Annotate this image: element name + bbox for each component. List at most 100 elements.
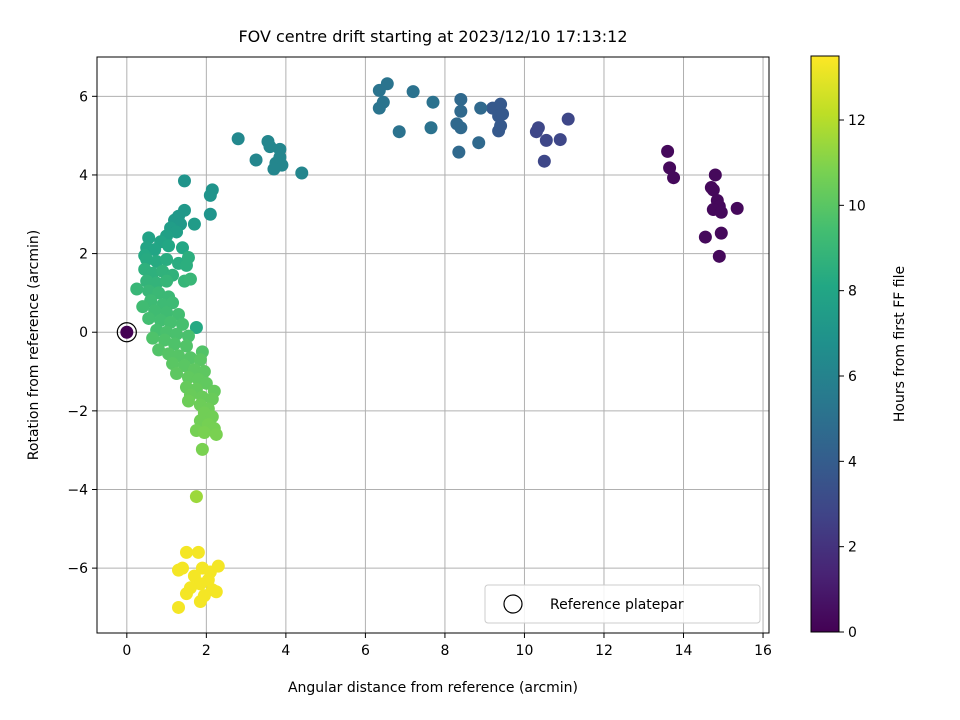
data-point <box>209 427 223 441</box>
x-tick-label: 8 <box>440 643 449 659</box>
data-point <box>454 104 468 118</box>
legend-box <box>484 584 761 624</box>
y-tick-label: 0 <box>79 325 88 341</box>
x-tick-label: 6 <box>361 643 370 659</box>
data-point <box>424 121 438 135</box>
data-point <box>730 201 744 215</box>
data-point <box>146 331 160 345</box>
data-point <box>172 308 186 322</box>
data-point <box>406 85 420 99</box>
colorbar-label: Hours from first FF file <box>892 266 908 422</box>
data-point <box>494 119 508 133</box>
data-point <box>175 317 189 331</box>
data-point <box>181 251 195 265</box>
data-point <box>142 231 156 245</box>
reference-point <box>120 325 134 339</box>
data-point <box>148 243 162 257</box>
data-point <box>175 241 189 255</box>
data-point <box>209 585 223 599</box>
data-point <box>166 357 180 371</box>
data-point <box>160 274 174 288</box>
data-point <box>160 252 174 266</box>
data-point <box>136 300 150 314</box>
y-axis-label: Rotation from reference (arcmin) <box>26 230 42 460</box>
legend-entry-reference-platepar: Reference platepar <box>550 597 684 613</box>
data-point <box>295 166 309 180</box>
x-tick-label: 2 <box>202 643 211 659</box>
data-point <box>177 174 191 188</box>
data-point <box>156 264 170 278</box>
data-point <box>164 315 178 329</box>
data-point <box>261 135 275 149</box>
data-point <box>193 577 207 591</box>
data-point <box>199 376 213 390</box>
data-point <box>154 313 168 327</box>
colorbar: 0 2 4 6 8 10 12 Hours from first FF file <box>810 55 908 641</box>
data-point <box>187 217 201 231</box>
data-point <box>539 133 553 147</box>
data-point <box>712 249 726 263</box>
data-point <box>179 339 193 353</box>
data-point <box>231 132 245 146</box>
data-point <box>189 321 203 335</box>
data-point <box>454 92 468 106</box>
data-point <box>249 153 263 167</box>
data-point <box>142 311 156 325</box>
data-point <box>181 394 195 408</box>
data-point <box>179 545 193 559</box>
data-point <box>663 161 677 175</box>
legend-marker-icon <box>503 594 523 614</box>
y-tick-label: −6 <box>67 561 88 577</box>
data-point <box>372 101 386 115</box>
colorbar-tick-label: 4 <box>848 454 857 470</box>
x-axis-ticks: 0 2 4 6 8 10 12 14 16 <box>122 633 772 659</box>
data-point <box>158 333 172 347</box>
data-point <box>181 370 195 384</box>
colorbar-ticks: 0 2 4 6 8 10 12 <box>839 113 866 641</box>
x-tick-label: 16 <box>754 643 772 659</box>
data-point <box>130 282 144 296</box>
data-point <box>472 136 486 150</box>
data-point <box>454 121 468 135</box>
plot-frame <box>96 56 770 634</box>
x-tick-label: 10 <box>516 643 534 659</box>
x-tick-label: 4 <box>281 643 290 659</box>
data-point <box>537 154 551 168</box>
data-point <box>179 587 193 601</box>
y-tick-label: 4 <box>79 168 88 184</box>
data-point <box>667 171 681 185</box>
data-point <box>706 183 720 197</box>
data-point <box>142 284 156 298</box>
data-point <box>166 296 180 310</box>
colorbar-gradient <box>811 56 839 632</box>
y-axis-ticks: −6 −4 −2 0 2 4 6 <box>67 89 97 577</box>
data-point <box>708 168 722 182</box>
data-point <box>203 188 217 202</box>
y-tick-label: 6 <box>79 89 88 105</box>
data-point <box>561 112 575 126</box>
data-point <box>698 230 712 244</box>
data-point <box>426 95 440 109</box>
data-point <box>140 252 154 266</box>
data-point <box>205 392 219 406</box>
data-point <box>392 125 406 139</box>
x-tick-label: 14 <box>675 643 693 659</box>
data-point <box>452 145 466 159</box>
x-tick-label: 12 <box>595 643 613 659</box>
data-point <box>152 286 166 300</box>
data-point <box>267 162 281 176</box>
x-axis-label: Angular distance from reference (arcmin) <box>288 680 578 696</box>
scatter-points <box>130 77 744 614</box>
data-point <box>150 254 164 268</box>
data-point <box>193 595 207 609</box>
colorbar-tick-label: 6 <box>848 369 857 385</box>
data-point <box>191 545 205 559</box>
data-point <box>140 274 154 288</box>
colorbar-tick-label: 10 <box>848 198 866 214</box>
colorbar-frame <box>810 55 840 633</box>
data-point <box>162 347 176 361</box>
data-point <box>372 83 386 97</box>
data-point <box>661 144 675 158</box>
data-point <box>197 425 211 439</box>
data-point <box>189 490 203 504</box>
